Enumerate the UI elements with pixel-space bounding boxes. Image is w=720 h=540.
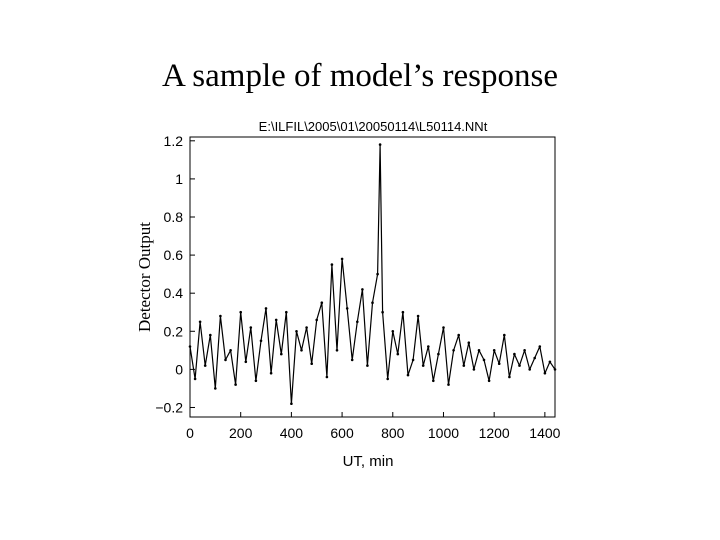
data-point [437, 352, 440, 356]
data-point [300, 349, 303, 352]
y-tick-label: 0.8 [164, 209, 184, 225]
data-point [345, 307, 349, 310]
data-point [269, 371, 273, 375]
data-point [427, 345, 430, 348]
data-point [462, 364, 466, 367]
data-point [378, 143, 382, 146]
data-point [467, 341, 471, 345]
data-point [538, 345, 542, 348]
y-axis-label: Detector Output [135, 222, 154, 332]
data-point [391, 330, 395, 333]
plot-frame [189, 136, 556, 418]
data-point [366, 364, 369, 367]
detector-output-line [189, 144, 556, 405]
x-tick-label: 0 [186, 425, 194, 441]
data-point [472, 368, 476, 371]
y-tick-label: −0.2 [155, 399, 183, 415]
data-point [264, 307, 268, 310]
x-tick-label: 1000 [428, 425, 459, 441]
data-point [386, 377, 390, 381]
data-point [528, 368, 531, 371]
data-point [518, 364, 521, 367]
data-point [244, 360, 248, 364]
data-point [356, 320, 359, 324]
data-point [548, 360, 552, 364]
data-point [219, 314, 222, 318]
x-tick-label: 400 [280, 425, 304, 441]
data-point [421, 364, 425, 367]
data-point [432, 379, 435, 383]
data-point [447, 383, 450, 386]
data-point [381, 310, 384, 314]
data-point [371, 301, 374, 305]
data-point [188, 345, 192, 348]
data-point [280, 352, 283, 356]
data-point [376, 272, 379, 276]
data-point [350, 358, 354, 362]
y-tick-label: 1 [175, 171, 183, 187]
data-point [533, 356, 536, 360]
data-point [340, 257, 344, 261]
data-point [361, 288, 364, 291]
data-point [310, 362, 314, 366]
data-point [411, 358, 415, 362]
data-point [285, 310, 288, 314]
x-tick-label: 600 [330, 425, 354, 441]
data-point [259, 339, 263, 343]
data-point [295, 330, 298, 333]
data-point [330, 263, 334, 266]
data-point [477, 349, 481, 352]
data-point [503, 333, 506, 337]
data-point [254, 379, 258, 383]
data-point [513, 352, 516, 356]
data-point [315, 318, 319, 322]
data-point [203, 364, 207, 367]
data-point [523, 349, 526, 352]
slide-title: A sample of model’s response [162, 58, 558, 94]
data-point [198, 320, 202, 324]
x-tick-label: 1200 [479, 425, 510, 441]
y-tick-label: 0 [175, 361, 183, 377]
data-point [335, 349, 339, 352]
data-point [482, 358, 486, 362]
x-tick-label: 200 [229, 425, 253, 441]
x-tick-label: 800 [381, 425, 405, 441]
chart-title: E:\ILFIL\2005\01\20050114\L50114.NNt [259, 119, 488, 134]
data-point [229, 349, 232, 352]
data-point [320, 301, 324, 305]
data-point [305, 326, 308, 329]
data-point [224, 358, 227, 362]
data-point [234, 383, 237, 386]
data-point [553, 368, 557, 371]
data-point [214, 387, 217, 390]
data-point [487, 379, 491, 383]
y-tick-label: 0.6 [164, 247, 184, 263]
data-point [325, 375, 329, 379]
data-point [290, 402, 293, 406]
data-point [401, 310, 405, 314]
data-point [193, 377, 197, 381]
data-point [239, 310, 242, 314]
data-point [406, 373, 410, 377]
data-point [442, 326, 445, 329]
y-tick-label: 0.2 [164, 323, 184, 339]
x-tick-label: 1400 [529, 425, 560, 441]
x-axis-label: UT, min [343, 453, 394, 470]
data-point [452, 349, 455, 352]
y-tick-label: 0.4 [164, 285, 184, 301]
data-point [209, 333, 212, 337]
data-point [457, 333, 461, 337]
data-point [396, 352, 400, 356]
data-point [497, 362, 501, 366]
data-point [492, 349, 496, 352]
y-tick-label: 1.2 [164, 133, 184, 149]
data-point [543, 371, 547, 375]
data-point [416, 314, 420, 318]
data-point [508, 375, 511, 379]
data-point [249, 326, 253, 329]
data-point [274, 318, 278, 322]
